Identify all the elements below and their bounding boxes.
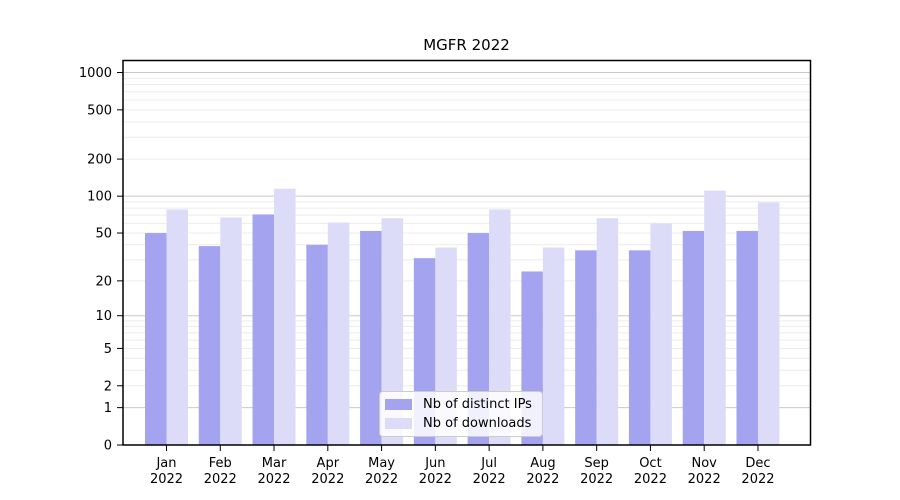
bar-apr-downloads bbox=[327, 222, 350, 445]
legend-label-downloads: Nb of downloads bbox=[423, 416, 532, 431]
x-tick-label-year: 2022 bbox=[526, 472, 559, 487]
x-tick-label-month: May bbox=[368, 456, 395, 471]
x-tick-label-month: Jan bbox=[155, 456, 176, 471]
bar-jan-distinct-ips bbox=[145, 233, 167, 445]
x-tick-label-month: Jul bbox=[480, 456, 497, 471]
legend-row-distinct-ips: Nb of distinct IPs bbox=[385, 397, 536, 412]
legend-swatch-downloads bbox=[385, 418, 412, 429]
y-tick-label: 1000 bbox=[79, 66, 112, 81]
x-tick-label-month: Apr bbox=[317, 456, 340, 471]
bar-feb-distinct-ips bbox=[198, 246, 221, 445]
x-tick-label-year: 2022 bbox=[257, 472, 290, 487]
legend-box: Nb of distinct IPs Nb of downloads bbox=[379, 391, 543, 437]
y-tick-label: 2 bbox=[104, 379, 112, 394]
y-tick-label: 5 bbox=[104, 342, 112, 357]
x-tick-label-month: Jun bbox=[424, 456, 445, 471]
bar-jul-downloads bbox=[489, 209, 511, 445]
x-tick-label-year: 2022 bbox=[204, 472, 237, 487]
y-tick-label: 10 bbox=[95, 309, 112, 324]
y-tick-label: 100 bbox=[87, 190, 112, 205]
legend-row-downloads: Nb of downloads bbox=[385, 416, 536, 431]
bar-apr-distinct-ips bbox=[306, 244, 328, 445]
x-tick-label-month: Dec bbox=[745, 456, 770, 471]
bar-aug-downloads bbox=[542, 247, 565, 445]
y-tick-label: 1 bbox=[104, 401, 112, 416]
x-tick-label-year: 2022 bbox=[365, 472, 398, 487]
y-tick-label: 500 bbox=[87, 103, 112, 118]
y-tick-label: 20 bbox=[95, 274, 112, 289]
bar-jan-downloads bbox=[166, 209, 188, 445]
bar-feb-downloads bbox=[220, 217, 242, 445]
bar-nov-distinct-ips bbox=[682, 230, 705, 445]
bar-mar-downloads bbox=[274, 188, 296, 445]
bar-sep-downloads bbox=[596, 218, 619, 445]
x-tick-label-month: Oct bbox=[639, 456, 661, 471]
legend-label-distinct-ips: Nb of distinct IPs bbox=[423, 397, 532, 412]
x-tick-label-year: 2022 bbox=[741, 472, 774, 487]
x-tick-label-month: Mar bbox=[262, 456, 287, 471]
x-tick-label-year: 2022 bbox=[688, 472, 721, 487]
x-tick-label-year: 2022 bbox=[634, 472, 667, 487]
x-tick-label-month: Nov bbox=[692, 456, 718, 471]
bar-nov-downloads bbox=[704, 190, 726, 445]
axes-frame bbox=[122, 59, 812, 446]
bar-may-downloads bbox=[381, 218, 404, 445]
bar-dec-distinct-ips bbox=[736, 230, 758, 445]
x-tick-label-year: 2022 bbox=[473, 472, 506, 487]
x-tick-label-year: 2022 bbox=[419, 472, 452, 487]
bar-oct-distinct-ips bbox=[628, 250, 651, 445]
x-tick-label-month: Aug bbox=[530, 456, 555, 471]
x-tick-label-year: 2022 bbox=[150, 472, 183, 487]
y-tick-label: 200 bbox=[87, 153, 112, 168]
bar-dec-downloads bbox=[757, 202, 780, 445]
bar-oct-downloads bbox=[650, 223, 672, 445]
bar-mar-distinct-ips bbox=[252, 214, 275, 445]
y-tick-label: 0 bbox=[104, 439, 112, 454]
bar-may-distinct-ips bbox=[360, 230, 382, 445]
x-tick-label-year: 2022 bbox=[311, 472, 344, 487]
x-tick-label-month: Feb bbox=[209, 456, 232, 471]
x-tick-label-year: 2022 bbox=[580, 472, 613, 487]
x-tick-label-month: Sep bbox=[584, 456, 609, 471]
bar-sep-distinct-ips bbox=[575, 250, 597, 445]
chart-title: MGFR 2022 bbox=[423, 36, 510, 54]
y-tick-label: 50 bbox=[95, 227, 112, 242]
legend-swatch-distinct-ips bbox=[385, 399, 412, 410]
